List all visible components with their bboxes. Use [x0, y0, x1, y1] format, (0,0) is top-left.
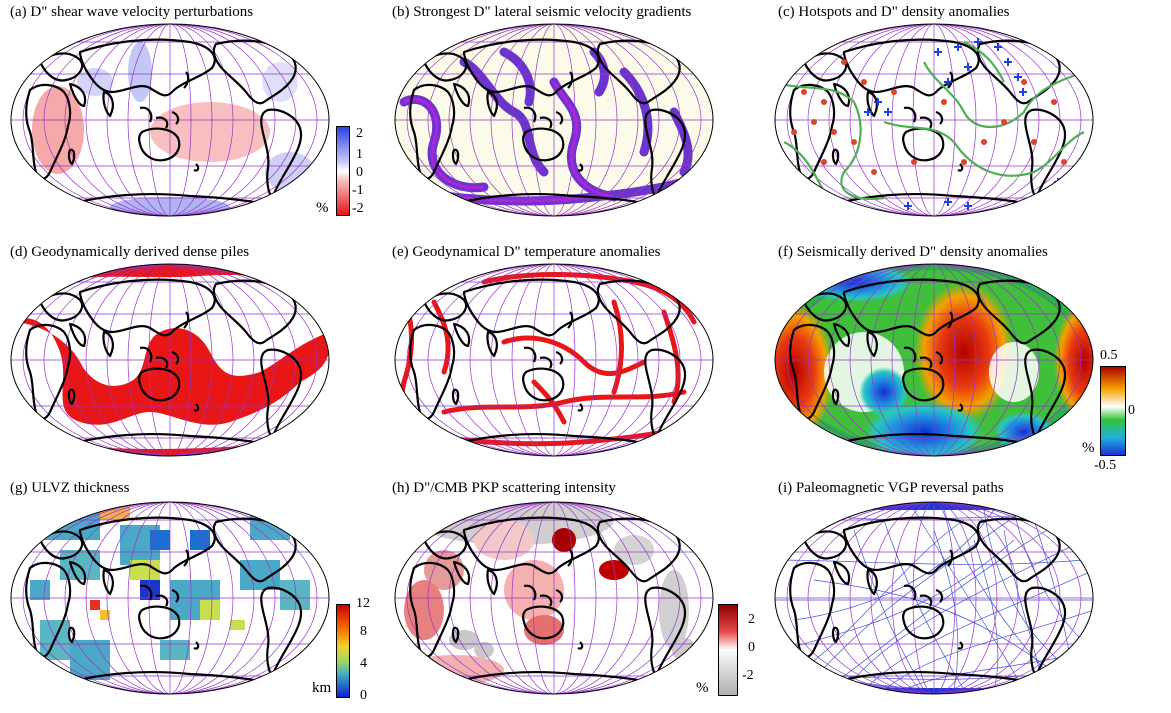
panel-b-map — [394, 23, 714, 217]
panel-a-title: (a) D" shear wave velocity perturbations — [10, 4, 254, 20]
panel-a-unit: % — [316, 200, 329, 216]
panel-f-tick-0: 0.5 — [1100, 348, 1118, 363]
panel-g-map — [10, 501, 330, 695]
panel-g-tick-0: 12 — [356, 596, 370, 611]
panel-b-title: (b) Strongest D" lateral seismic velocit… — [392, 4, 692, 20]
panel-h-map — [394, 501, 714, 695]
panel-c-map — [774, 23, 1094, 217]
panel-i-map — [774, 501, 1094, 695]
panel-f-unit: % — [1082, 440, 1095, 456]
panel-a-colorbar — [336, 126, 350, 216]
panel-h-tick-1: 0 — [748, 640, 755, 655]
panel-f-tick-2: -0.5 — [1094, 458, 1117, 473]
panel-a-tick-1: 1 — [356, 147, 363, 162]
panel-h-unit: % — [696, 680, 709, 696]
panel-h-title: (h) D"/CMB PKP scattering intensity — [392, 480, 616, 496]
panel-g-unit: km — [312, 680, 332, 696]
panel-a-tick-2: 0 — [356, 165, 363, 180]
panel-a-tick-4: -2 — [352, 201, 364, 216]
panel-c-title: (c) Hotspots and D" density anomalies — [778, 4, 1010, 20]
panel-h-tick-0: 2 — [748, 612, 755, 627]
panel-g-tick-2: 4 — [360, 656, 367, 671]
panel-g-colorbar — [336, 604, 350, 698]
panel-d-map — [10, 263, 330, 457]
panel-f-title: (f) Seismically derived D" density anoma… — [778, 244, 1048, 260]
panel-f-tick-1: 0 — [1128, 403, 1135, 418]
panel-g-title: (g) ULVZ thickness — [10, 480, 130, 496]
panel-d-title: (d) Geodynamically derived dense piles — [10, 244, 250, 260]
panel-e-map — [394, 263, 714, 457]
panel-a-tick-0: 2 — [356, 126, 363, 141]
panel-g-tick-3: 0 — [360, 688, 367, 703]
panel-g-tick-1: 8 — [360, 624, 367, 639]
panel-e-title: (e) Geodynamical D" temperature anomalie… — [392, 244, 661, 260]
panel-i-title: (i) Paleomagnetic VGP reversal paths — [778, 480, 1004, 496]
panel-a-tick-3: -1 — [352, 183, 364, 198]
panel-f-map — [774, 263, 1094, 457]
panel-h-colorbar — [718, 604, 738, 696]
panel-a-map — [10, 23, 330, 217]
panel-h-tick-2: -2 — [742, 668, 754, 683]
panel-f-colorbar — [1100, 366, 1126, 456]
